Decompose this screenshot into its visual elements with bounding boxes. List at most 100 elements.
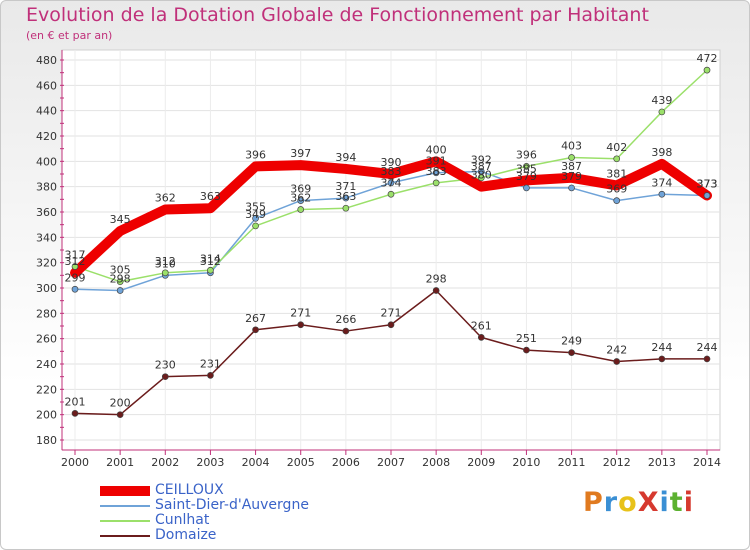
x-tick-label: 2002 bbox=[151, 456, 179, 469]
x-tick-label: 2007 bbox=[377, 456, 405, 469]
data-label: 261 bbox=[471, 319, 492, 332]
data-point bbox=[432, 287, 440, 294]
data-point bbox=[432, 179, 440, 187]
legend-item: Saint-Dier-d'Auvergne bbox=[100, 497, 400, 514]
data-point bbox=[71, 285, 79, 293]
data-point bbox=[342, 194, 350, 202]
data-label: 244 bbox=[651, 341, 672, 354]
data-point bbox=[342, 204, 350, 212]
data-point bbox=[252, 222, 259, 230]
data-label: 396 bbox=[516, 148, 537, 161]
data-label: 374 bbox=[381, 176, 402, 189]
data-label: 379 bbox=[516, 170, 537, 183]
data-label: 355 bbox=[245, 200, 266, 213]
data-point bbox=[477, 334, 485, 341]
data-label: 200 bbox=[110, 397, 131, 410]
data-point bbox=[523, 184, 530, 192]
y-tick-label: 260 bbox=[36, 333, 57, 346]
y-tick-label: 480 bbox=[36, 54, 57, 67]
data-label: 403 bbox=[561, 140, 582, 153]
proxiti-logo: ProXiti bbox=[583, 487, 694, 518]
data-point bbox=[297, 206, 305, 213]
data-label: 391 bbox=[426, 155, 447, 168]
data-label: 385 bbox=[516, 162, 537, 175]
y-tick-label: 220 bbox=[36, 383, 57, 396]
data-label: 369 bbox=[290, 183, 311, 196]
data-label: 305 bbox=[110, 264, 131, 277]
y-tick-label: 400 bbox=[36, 155, 57, 168]
data-label: 369 bbox=[606, 183, 627, 196]
data-label: 310 bbox=[155, 257, 176, 270]
data-label: 394 bbox=[335, 151, 356, 164]
data-point bbox=[116, 411, 124, 419]
y-tick-label: 440 bbox=[36, 105, 57, 118]
data-point bbox=[477, 174, 485, 182]
x-tick-label: 2012 bbox=[603, 456, 631, 469]
x-tick-label: 2009 bbox=[467, 456, 495, 469]
chart-title: Evolution de la Dotation Globale de Fonc… bbox=[26, 4, 649, 26]
x-tick-label: 2006 bbox=[332, 456, 360, 469]
data-label: 373 bbox=[697, 178, 718, 191]
data-point bbox=[703, 66, 711, 74]
legend-item: CEILLOUX bbox=[100, 482, 400, 499]
data-label: 387 bbox=[561, 160, 582, 173]
data-label: 439 bbox=[651, 94, 672, 107]
data-point bbox=[387, 190, 395, 198]
data-label: 345 bbox=[110, 213, 131, 226]
data-label: 230 bbox=[155, 359, 176, 372]
data-label: 244 bbox=[697, 341, 718, 354]
series-line-ceilloux bbox=[70, 156, 712, 278]
data-point bbox=[387, 321, 395, 329]
data-label: 249 bbox=[561, 335, 582, 348]
data-point bbox=[703, 355, 711, 363]
x-tick-label: 2011 bbox=[558, 456, 586, 469]
legend-item: Domaize bbox=[100, 527, 400, 544]
legend-swatch bbox=[100, 486, 150, 496]
x-tick-label: 2000 bbox=[61, 456, 89, 469]
data-point bbox=[703, 192, 711, 199]
data-label: 398 bbox=[651, 146, 672, 159]
y-tick-label: 420 bbox=[36, 130, 57, 143]
data-point bbox=[161, 269, 169, 277]
data-point bbox=[207, 372, 214, 379]
data-point bbox=[523, 346, 530, 354]
data-point bbox=[161, 373, 169, 381]
x-tick-label: 2010 bbox=[512, 456, 540, 469]
data-point bbox=[252, 214, 259, 222]
data-point bbox=[71, 263, 79, 270]
data-label: 379 bbox=[561, 170, 582, 183]
data-point bbox=[252, 326, 259, 334]
data-label: 312 bbox=[155, 255, 176, 268]
data-label: 363 bbox=[335, 190, 356, 203]
data-point bbox=[297, 197, 305, 204]
data-point bbox=[432, 169, 440, 177]
data-label: 402 bbox=[606, 141, 627, 154]
data-label: 374 bbox=[651, 176, 672, 189]
data-point bbox=[568, 154, 575, 161]
data-label: 231 bbox=[200, 357, 221, 370]
y-tick-label: 460 bbox=[36, 79, 57, 92]
data-point bbox=[568, 184, 575, 192]
data-label: 312 bbox=[65, 255, 86, 268]
x-tick-label: 2014 bbox=[693, 456, 721, 469]
y-tick-label: 240 bbox=[36, 358, 57, 371]
data-point bbox=[116, 278, 124, 286]
y-tick-label: 180 bbox=[36, 434, 57, 447]
data-label: 397 bbox=[290, 147, 311, 160]
data-point bbox=[297, 321, 305, 329]
x-tick-label: 2005 bbox=[287, 456, 315, 469]
data-point bbox=[568, 349, 575, 356]
legend: CEILLOUX Saint-Dier-d'Auvergne Cunlhat Doma… bbox=[100, 482, 400, 544]
x-tick-label: 2013 bbox=[648, 456, 676, 469]
data-label: 266 bbox=[335, 313, 356, 326]
data-label: 396 bbox=[245, 148, 266, 161]
y-tick-label: 340 bbox=[36, 231, 57, 244]
data-label: 362 bbox=[290, 191, 311, 204]
y-tick-label: 280 bbox=[36, 307, 57, 320]
data-point bbox=[207, 266, 214, 274]
legend-label: CEILLOUX bbox=[155, 482, 224, 498]
legend-swatch bbox=[100, 535, 150, 537]
data-label: 242 bbox=[606, 343, 627, 356]
data-label: 201 bbox=[65, 395, 86, 408]
